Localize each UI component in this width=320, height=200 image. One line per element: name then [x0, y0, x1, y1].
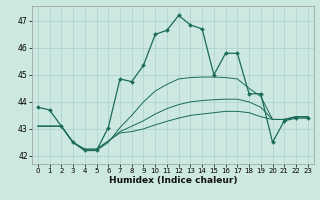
X-axis label: Humidex (Indice chaleur): Humidex (Indice chaleur) — [108, 176, 237, 185]
